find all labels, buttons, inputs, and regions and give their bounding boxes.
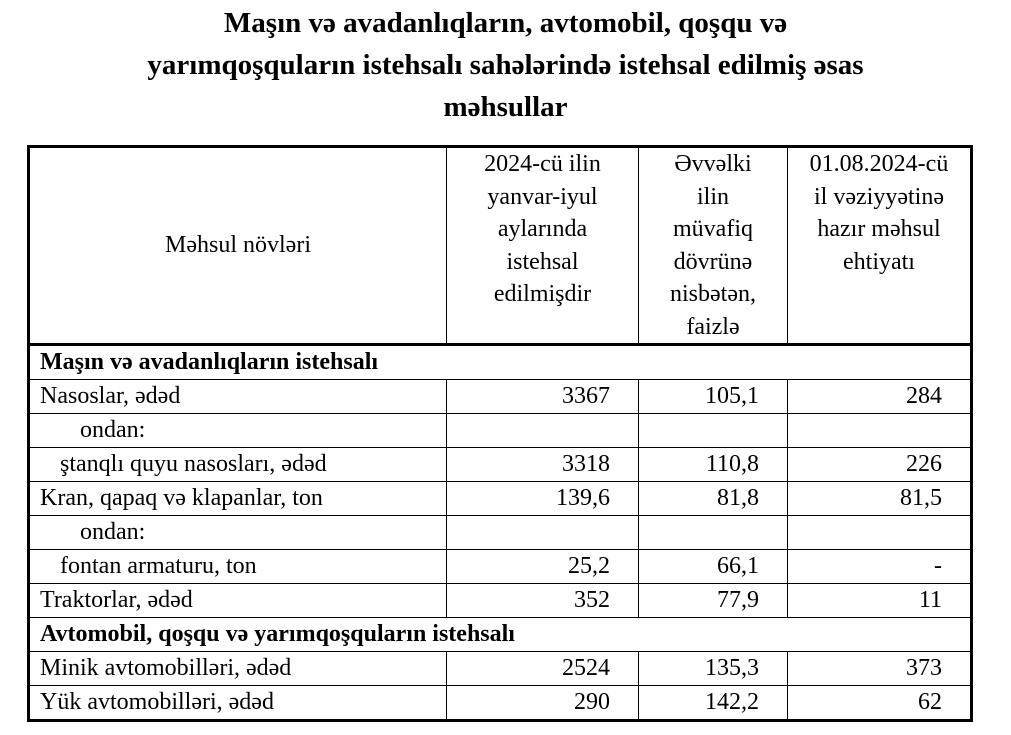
header-line: istehsal: [506, 248, 579, 275]
header-line: faizlə: [686, 313, 740, 340]
title-line: Maşın və avadanlıqların, avtomobil, qoşq…: [223, 7, 788, 39]
document-title: Maşın və avadanlıqların, avtomobil, qoşq…: [0, 2, 1011, 128]
value-cell: 142,2: [638, 685, 788, 721]
value-cell: -: [787, 549, 972, 584]
products-table: Məhsul növləri 2024-cü ilin yanvar-iyul ay…: [27, 145, 973, 722]
value-cell: 62: [787, 685, 972, 721]
table-row: Yük avtomobilləri, ədəd 290 142,2 62: [28, 685, 972, 721]
value-cell: [446, 413, 639, 448]
value-cell: 226: [787, 447, 972, 482]
value-cell: [787, 413, 972, 448]
header-line: aylarında: [497, 216, 588, 242]
value-cell: 3318: [446, 447, 639, 482]
section-row: Maşın və avadanlıqların istehsalı: [28, 344, 972, 380]
value-cell: [638, 515, 788, 550]
product-label: Yük avtomobilləri, ədəd: [28, 685, 447, 721]
product-label: ondan:: [28, 413, 447, 448]
product-label: Minik avtomobilləri, ədəd: [28, 651, 447, 686]
header-line: Əvvəlki: [674, 151, 752, 177]
table-row: fontan armaturu, ton 25,2 66,1-: [28, 549, 972, 584]
header-stock: 01.08.2024-cü il vəziyyətinə hazır məhsul e…: [787, 146, 972, 346]
value-cell: 66,1: [638, 549, 788, 584]
header-line: il vəziyyətinə: [814, 183, 944, 210]
header-percent: Əvvəlki ilin müvafiq dövrünə nisbətən, faizlə: [638, 146, 788, 346]
product-label: Traktorlar, ədəd: [28, 583, 447, 618]
table-row: Kran, qapaq və klapanlar, ton 139,6 81,8 81…: [28, 481, 972, 516]
value-cell: [787, 515, 972, 550]
section-title: Maşın və avadanlıqların istehsalı: [28, 344, 972, 380]
title-line: yarımqoşquların istehsalı sahələrində is…: [147, 49, 864, 81]
product-label: Nasoslar, ədəd: [28, 379, 447, 414]
value-cell: 290: [446, 685, 639, 721]
value-cell: 3367: [446, 379, 639, 414]
value-cell: 77,9: [638, 583, 788, 618]
value-cell: 284: [787, 379, 972, 414]
value-cell: [446, 515, 639, 550]
product-label: ştanqlı quyu nasosları, ədəd: [28, 447, 447, 482]
value-cell: 81,8: [638, 481, 788, 516]
title-line: məhsullar: [443, 91, 568, 123]
value-cell: 110,8: [638, 447, 788, 482]
table-row: ştanqlı quyu nasosları, ədəd 3318 110,8 226: [28, 447, 972, 482]
header-line: ilin: [696, 183, 729, 210]
header-line: edilmişdir: [493, 281, 592, 307]
product-label: fontan armaturu, ton: [28, 549, 447, 584]
table-row: ondan:: [28, 413, 972, 448]
value-cell: 105,1: [638, 379, 788, 414]
table-row: Traktorlar, ədəd 352 77,9 11: [28, 583, 972, 618]
header-line: yanvar-iyul: [487, 183, 598, 210]
section-title: Avtomobil, qoşqu və yarımqoşquların iste…: [28, 617, 972, 652]
header-line: ehtiyatı: [843, 248, 915, 275]
value-cell: 135,3: [638, 651, 788, 686]
header-produced: 2024-cü ilin yanvar-iyul aylarında istehsal…: [446, 146, 639, 346]
value-cell: 139,6: [446, 481, 639, 516]
header-line: dövrünə: [673, 248, 753, 275]
section-row: Avtomobil, qoşqu və yarımqoşquların iste…: [28, 617, 972, 652]
value-cell: 373: [787, 651, 972, 686]
value-cell: 11: [787, 583, 972, 618]
table-row: ondan:: [28, 515, 972, 550]
value-cell: 352: [446, 583, 639, 618]
header-row: Məhsul növləri 2024-cü ilin yanvar-iyul ay…: [28, 146, 972, 346]
value-cell: 2524: [446, 651, 639, 686]
table-row: Minik avtomobilləri, ədəd 2524 135,3 373: [28, 651, 972, 686]
table-row: Nasoslar, ədəd 3367 105,1 284: [28, 379, 972, 414]
header-line: nisbətən,: [670, 281, 756, 307]
header-line: 2024-cü ilin: [484, 151, 601, 177]
value-cell: [638, 413, 788, 448]
product-label: Kran, qapaq və klapanlar, ton: [28, 481, 447, 516]
header-line: 01.08.2024-cü: [809, 151, 949, 177]
header-line: müvafiq: [673, 216, 753, 242]
value-cell: 25,2: [446, 549, 639, 584]
product-label: ondan:: [28, 515, 447, 550]
header-product-types: Məhsul növləri: [28, 146, 447, 346]
value-cell: 81,5: [787, 481, 972, 516]
header-line: hazır məhsul: [817, 216, 941, 242]
